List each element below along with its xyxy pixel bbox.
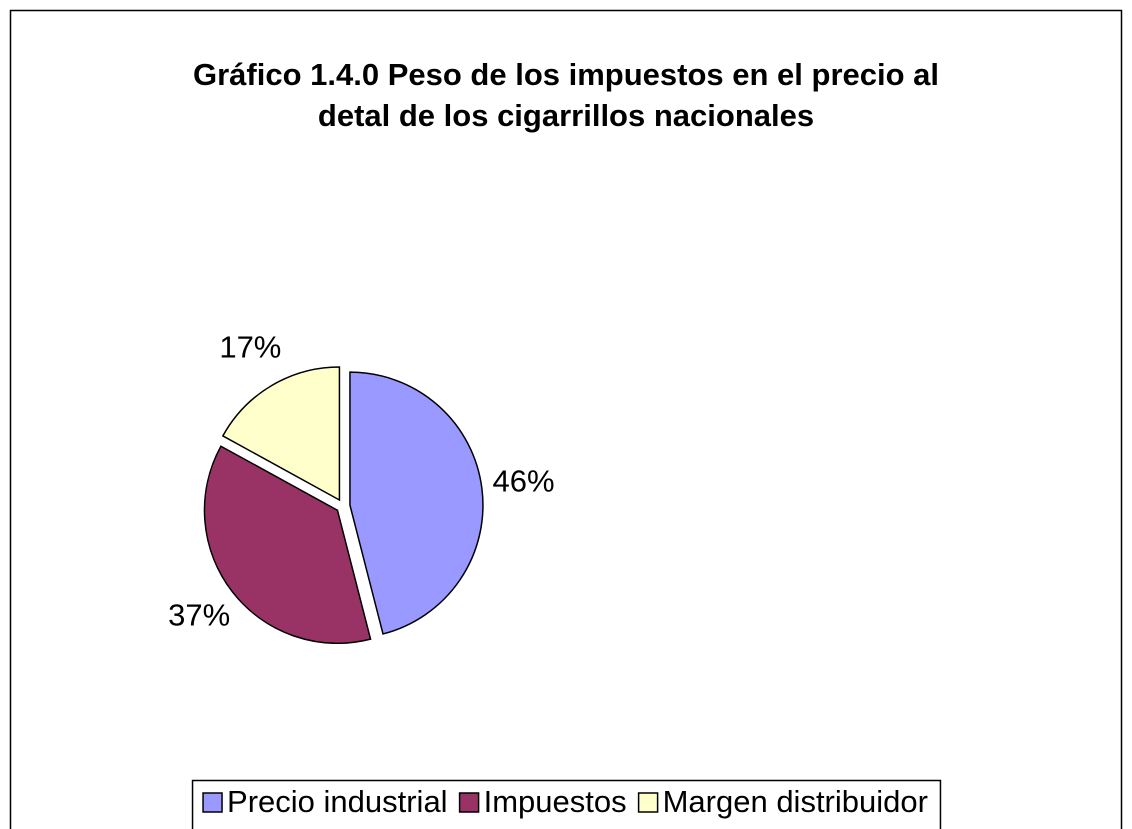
legend-box	[191, 779, 942, 829]
data-label: 37%	[168, 598, 230, 633]
legend-label: Precio industrial	[227, 784, 448, 819]
chart-title: Gráfico 1.4.0 Peso de los impuestos en e…	[193, 57, 939, 92]
pie-slice	[221, 366, 341, 502]
chart-frame	[9, 9, 1123, 829]
data-label: 46%	[493, 463, 555, 498]
legend-swatch	[458, 792, 480, 813]
legend-swatch	[637, 792, 659, 813]
chart-title: detal de los cigarrillos nacionales	[318, 98, 814, 133]
legend-label: Margen distribuidor	[663, 784, 928, 819]
legend-swatch	[202, 792, 223, 813]
legend-label: Impuestos	[484, 784, 627, 819]
pie-slice	[349, 371, 484, 635]
pie-slice	[203, 445, 372, 644]
data-label: 17%	[219, 330, 281, 365]
